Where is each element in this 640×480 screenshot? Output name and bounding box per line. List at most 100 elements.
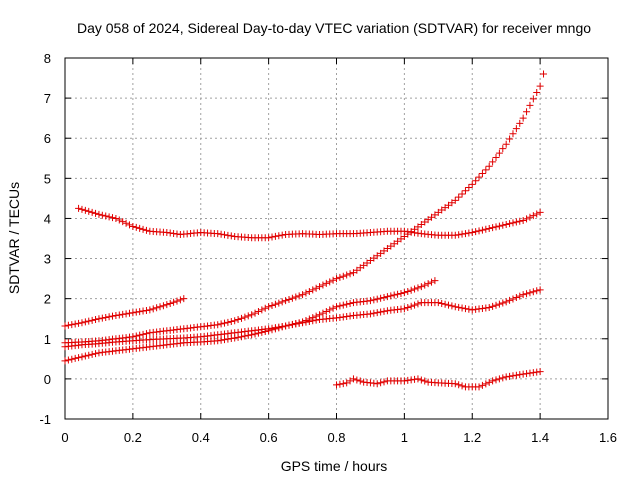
data-point <box>217 320 225 328</box>
data-point <box>492 376 500 384</box>
data-point <box>506 296 514 304</box>
data-point <box>339 272 347 280</box>
data-point <box>159 302 167 310</box>
data-point <box>536 286 544 294</box>
data-point <box>122 310 130 318</box>
data-point <box>353 376 361 384</box>
data-point <box>64 321 72 329</box>
data-point <box>390 291 398 299</box>
data-point <box>336 273 344 281</box>
data-point <box>461 187 469 195</box>
data-point <box>85 317 93 325</box>
data-point <box>455 303 463 311</box>
data-point <box>129 222 137 230</box>
data-point <box>502 298 510 306</box>
y-tick-labels: -1 0 1 2 3 4 5 6 7 8 <box>39 51 51 427</box>
data-point <box>492 301 500 309</box>
axis-ticks <box>64 57 609 420</box>
data-point <box>149 305 157 313</box>
data-point <box>268 324 276 332</box>
data-point <box>438 299 446 307</box>
data-point <box>370 296 378 304</box>
data-point <box>523 290 531 298</box>
data-point <box>411 301 419 309</box>
data-point <box>451 231 459 239</box>
data-point <box>251 309 259 317</box>
data-point <box>278 231 286 239</box>
data-point <box>536 82 544 90</box>
data-point <box>282 322 290 330</box>
data-point <box>329 276 337 284</box>
data-point <box>265 303 273 311</box>
data-point <box>458 304 466 312</box>
data-point <box>380 378 388 386</box>
data-point <box>68 355 76 363</box>
data-point <box>512 371 520 379</box>
y-tick-label: 7 <box>44 91 51 106</box>
data-point <box>214 230 222 238</box>
data-point <box>455 231 463 239</box>
data-point <box>217 230 225 238</box>
data-point <box>512 125 520 133</box>
data-point <box>482 225 490 233</box>
data-point <box>278 323 286 331</box>
data-point <box>519 291 527 299</box>
data-point <box>92 209 100 217</box>
data-point <box>346 270 354 278</box>
y-axis-label: SDTVAR / TECUs <box>6 182 22 294</box>
data-point <box>502 220 510 228</box>
data-point <box>489 377 497 385</box>
data-point <box>78 353 86 361</box>
data-point <box>526 289 534 297</box>
data-point <box>458 230 466 238</box>
data-point <box>346 299 354 307</box>
x-axis-label: GPS time / hours <box>281 458 388 474</box>
data-point <box>366 310 374 318</box>
data-point <box>526 101 534 109</box>
data-point <box>529 288 537 296</box>
data-point <box>373 295 381 303</box>
x-tick-label: 1.6 <box>599 430 617 445</box>
data-point <box>366 297 374 305</box>
x-tick-label: 0.8 <box>327 430 345 445</box>
data-point <box>136 224 144 232</box>
data-point <box>489 302 497 310</box>
data-point <box>472 228 480 236</box>
chart-title: Day 058 of 2024, Sidereal Day-to-day VTE… <box>77 20 591 36</box>
data-point <box>95 210 103 218</box>
data-point <box>85 351 93 359</box>
data-point <box>383 293 391 301</box>
data-point <box>485 378 493 386</box>
data-point <box>404 303 412 311</box>
data-point <box>98 314 106 322</box>
data-point <box>105 313 113 321</box>
data-point <box>61 357 69 365</box>
data-point <box>265 325 273 333</box>
y-tick-label: 4 <box>44 211 51 226</box>
data-point <box>356 377 364 385</box>
data-point <box>248 311 256 319</box>
data-point <box>241 313 249 321</box>
data-point <box>428 278 436 286</box>
data-point <box>499 145 507 153</box>
data-point <box>349 375 357 383</box>
data-point <box>495 149 503 157</box>
data-point <box>214 321 222 329</box>
data-point <box>512 294 520 302</box>
data-point <box>400 377 408 385</box>
data-point <box>180 295 188 303</box>
data-point <box>489 224 497 232</box>
data-point <box>302 318 310 326</box>
x-tick-labels: 0 0.2 0.4 0.6 0.8 1 1.2 1.4 1.6 <box>61 430 617 445</box>
data-point <box>132 308 140 316</box>
data-point <box>506 372 514 380</box>
data-point <box>88 350 96 358</box>
data-point <box>502 373 510 381</box>
data-point <box>380 293 388 301</box>
data-point <box>78 319 86 327</box>
data-point <box>71 354 79 362</box>
data-point <box>125 309 133 317</box>
data-point <box>268 233 276 241</box>
data-point <box>417 376 425 384</box>
